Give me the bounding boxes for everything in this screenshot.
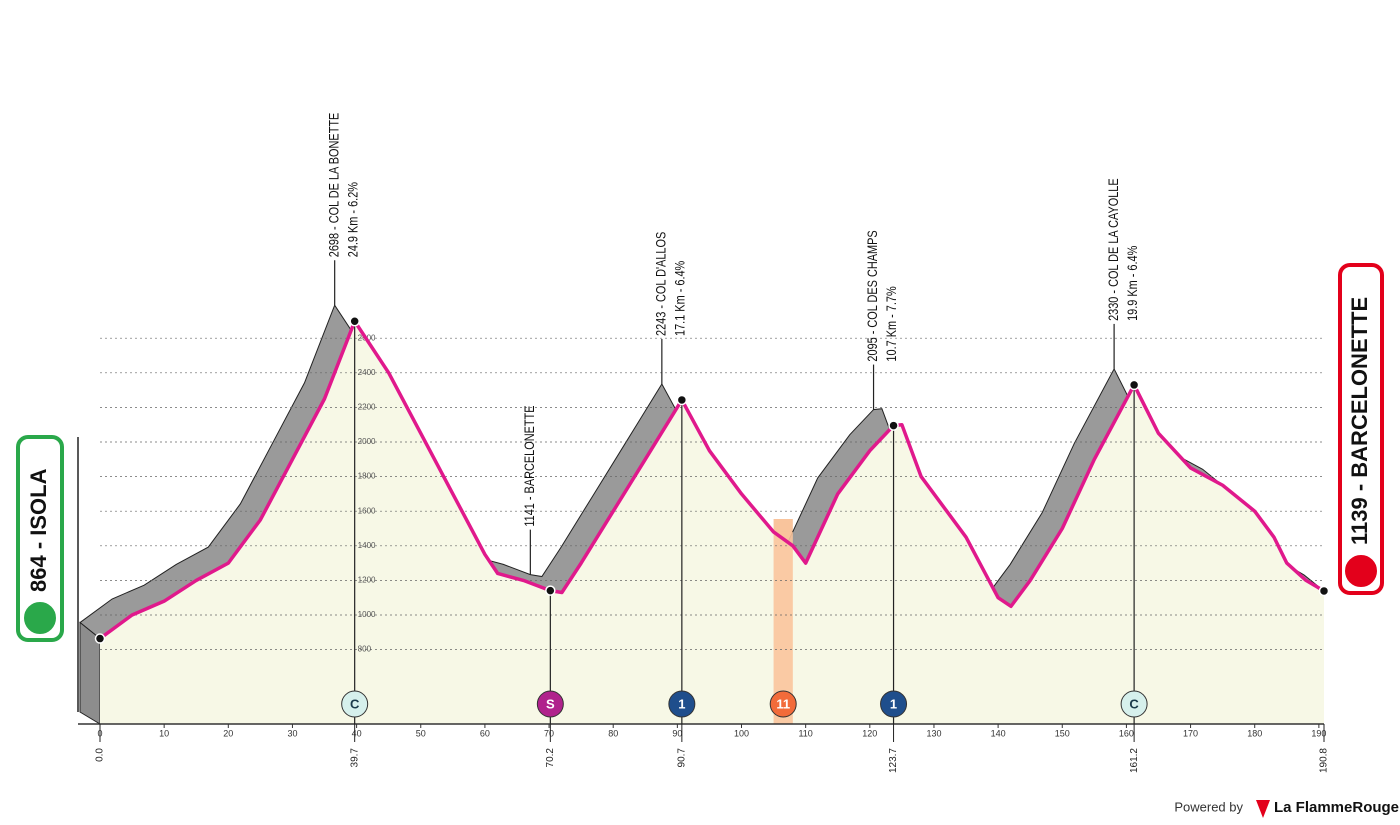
x-tick-label: 120 — [862, 728, 877, 738]
icon — [1120, 690, 1148, 718]
brand-logo — [1256, 800, 1270, 818]
profile-area — [100, 321, 1324, 724]
climb-label: 10.7 Km - 7.7% — [884, 286, 900, 361]
x-tick-label: 60 — [480, 728, 490, 738]
x-tick-label: 150 — [1055, 728, 1070, 738]
y-tick-label: 1600 — [358, 506, 376, 515]
climb-point — [349, 315, 360, 327]
y-tick-label: 2400 — [358, 368, 376, 377]
y-tick-label: 2200 — [358, 403, 376, 412]
climb-point — [676, 394, 688, 406]
km-marker-label: 190.8 — [1319, 748, 1330, 773]
x-tick-label: 130 — [926, 728, 941, 738]
climb-label: 2330 - COL DE LA CAYOLLE — [1106, 178, 1122, 321]
y-tick-label: 800 — [358, 645, 372, 654]
icon — [769, 690, 797, 718]
x-tick-label: 90 — [672, 728, 682, 738]
climb-label: 19.9 Km - 6.4% — [1125, 246, 1141, 321]
badge — [1338, 263, 1384, 595]
icon-label: S — [546, 696, 555, 711]
x-tick-label: 30 — [287, 728, 297, 738]
icon — [536, 690, 564, 718]
km-marker-label: 123.7 — [888, 748, 899, 773]
x-tick-label: 180 — [1247, 728, 1262, 738]
x-tick-label: 80 — [608, 728, 618, 738]
y-tick-label: 1000 — [358, 610, 376, 619]
x-tick-label: 110 — [798, 728, 812, 738]
badge-icon — [22, 600, 58, 636]
climb-label: 24.9 Km - 6.2% — [345, 182, 361, 257]
climb-label: 17.1 Km - 6.4% — [672, 261, 688, 336]
icon-label: 11 — [776, 696, 790, 711]
icon-label: 1 — [678, 696, 685, 711]
climb-point — [545, 585, 556, 596]
icon-label: C — [350, 696, 360, 711]
x-tick-label: 100 — [734, 728, 749, 738]
x-tick-label: 190 — [1311, 728, 1326, 738]
icon-label: 1 — [890, 696, 897, 711]
climb-label: 2698 - COL DE LA BONETTE — [326, 113, 342, 258]
x-tick-label: 160 — [1119, 728, 1134, 738]
x-tick-label: 10 — [159, 728, 169, 738]
finish-point — [1318, 585, 1330, 597]
x-tick-label: 50 — [416, 728, 426, 738]
badge — [16, 435, 64, 642]
profile-line — [98, 319, 1325, 640]
y-tick-label: 1800 — [358, 472, 376, 481]
climb-point — [888, 420, 899, 431]
x-tick-label: 170 — [1183, 728, 1198, 738]
badge-label: 864 - ISOLA — [26, 468, 51, 592]
y-tick-label: 1200 — [358, 576, 376, 585]
climb-label: 1141 - BARCELONETTE — [522, 406, 538, 527]
km-marker-label: 39.7 — [349, 748, 360, 768]
km-marker-label: 0.0 — [95, 748, 106, 762]
icon — [668, 690, 696, 718]
x-tick-label: 40 — [352, 728, 362, 738]
icon — [880, 690, 908, 718]
icon — [341, 690, 369, 718]
badge-icon — [1343, 553, 1379, 589]
climb-label: 2243 - COL D'ALLOS — [653, 232, 669, 336]
km-marker-label: 161.2 — [1129, 748, 1140, 773]
climb-label: 2095 - COL DES CHAMPS — [865, 230, 881, 361]
climb-point — [1128, 379, 1140, 391]
y-tick-label: 2000 — [358, 437, 376, 446]
feed-zone-overlay — [773, 531, 793, 724]
brand: La FlammeRouge — [1274, 799, 1399, 816]
powered-by: Powered by — [1174, 799, 1243, 814]
x-tick-label: 70 — [544, 728, 554, 738]
km-marker-label: 90.7 — [676, 748, 687, 768]
y-tick-label: 1400 — [358, 541, 376, 550]
x-tick-label: 140 — [991, 728, 1006, 738]
icon-label: C — [1129, 696, 1139, 711]
badge-label: 1139 - BARCELONETTE — [1347, 297, 1372, 545]
x-tick-label: 20 — [223, 728, 233, 738]
start-point — [94, 633, 106, 644]
km-marker-label: 70.2 — [545, 748, 556, 768]
